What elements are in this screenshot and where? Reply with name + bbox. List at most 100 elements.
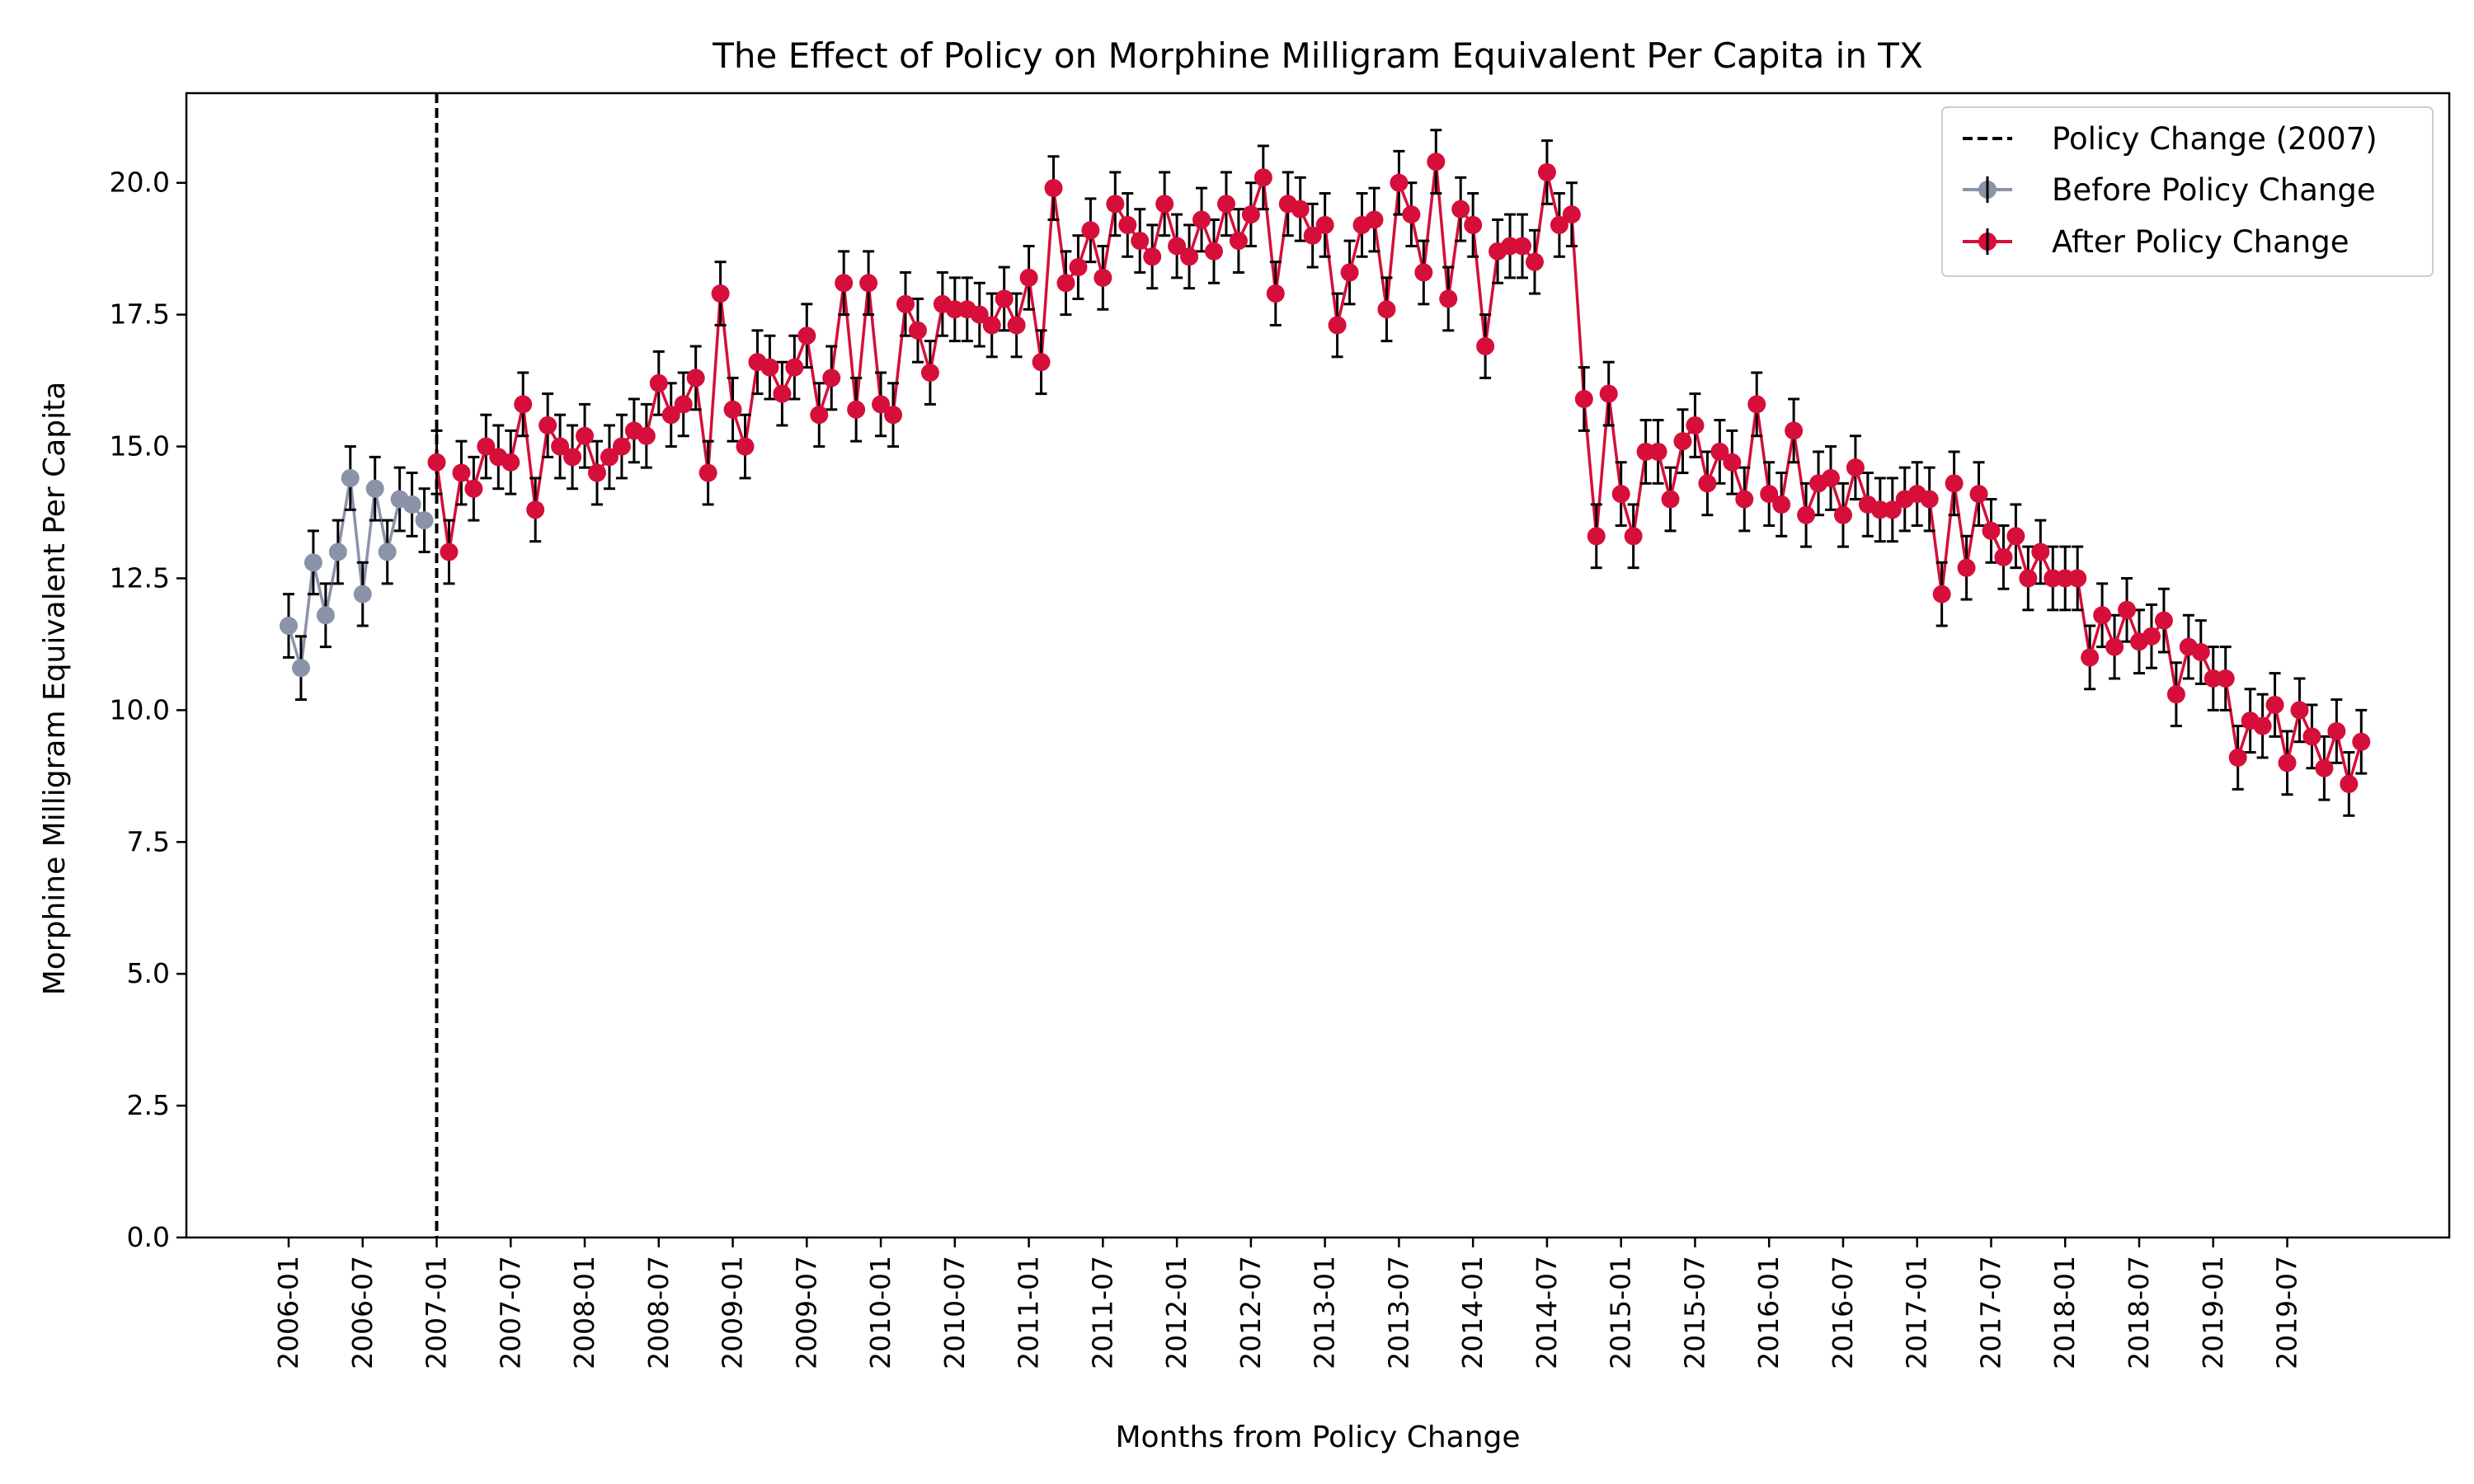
data-point [1069, 258, 1088, 277]
data-point [2228, 748, 2247, 767]
data-point [1180, 247, 1199, 266]
x-tick-label: 2018-01 [2048, 1256, 2081, 1369]
data-point [1291, 200, 1310, 218]
data-point [1883, 500, 1902, 519]
data-point [1451, 200, 1470, 218]
data-point [501, 453, 520, 472]
data-point [1303, 226, 1322, 245]
data-point [1513, 237, 1531, 256]
data-point [1822, 468, 1840, 487]
data-point [2302, 727, 2321, 746]
data-point [1131, 232, 1150, 251]
data-point [612, 437, 631, 456]
data-point [1661, 490, 1680, 509]
data-point [1414, 263, 1433, 282]
x-tick-label: 2016-01 [1752, 1256, 1785, 1369]
x-tick-label: 2019-07 [2271, 1256, 2303, 1369]
x-tick-label: 2007-01 [421, 1256, 453, 1369]
x-tick-label: 2009-01 [717, 1256, 749, 1369]
x-tick-label: 2016-07 [1827, 1256, 1859, 1369]
data-point [2352, 732, 2371, 751]
data-point [859, 274, 878, 293]
data-point [1328, 316, 1347, 335]
legend-before-label: Before Policy Change [2052, 172, 2376, 208]
data-point [835, 274, 854, 293]
data-point [1439, 289, 1458, 308]
data-point [1315, 215, 1334, 234]
data-point [365, 479, 384, 498]
y-tick-label: 2.5 [127, 1089, 170, 1121]
data-point [1377, 300, 1396, 319]
data-point [2093, 606, 2112, 625]
data-point [1562, 205, 1581, 224]
x-tick-label: 2008-01 [568, 1256, 600, 1369]
legend-after-label: After Policy Change [2052, 224, 2349, 260]
data-point [2278, 754, 2297, 773]
data-point [600, 448, 618, 467]
y-tick-label: 20.0 [110, 167, 170, 199]
data-point [1390, 173, 1409, 192]
x-tick-label: 2010-01 [864, 1256, 896, 1369]
data-point [588, 463, 606, 482]
plot-frame [185, 92, 2451, 1239]
data-point [2031, 542, 2050, 561]
x-tick-label: 2011-01 [1013, 1256, 1045, 1369]
data-point [576, 426, 595, 445]
data-point [2265, 695, 2284, 714]
data-point [1007, 316, 1026, 335]
x-tick-label: 2014-01 [1456, 1256, 1489, 1369]
x-tick-label: 2011-07 [1086, 1256, 1118, 1369]
data-point [785, 358, 804, 377]
data-point [341, 468, 360, 487]
data-point [1710, 442, 1729, 461]
legend-policy-label: Policy Change (2007) [2052, 121, 2378, 157]
data-point [1747, 395, 1766, 414]
data-point [2253, 716, 2272, 735]
y-axis: 0.0 2.5 5.0 7.5 10.0 12.5 15.0 17.5 20.0 [110, 167, 186, 1253]
data-point [896, 294, 915, 313]
x-tick-label: 2015-07 [1678, 1256, 1710, 1369]
data-point [1340, 263, 1359, 282]
data-point [328, 542, 347, 561]
data-point [847, 400, 866, 419]
data-point [884, 406, 903, 425]
legend-box [1941, 106, 2434, 277]
data-point [1253, 168, 1272, 187]
data-point [982, 316, 1001, 335]
data-point [1094, 268, 1112, 287]
data-point [1846, 458, 1865, 477]
x-tick-label: 2019-01 [2197, 1256, 2229, 1369]
data-point [1969, 485, 1988, 504]
y-tick-label: 12.5 [110, 561, 170, 594]
data-point [1550, 215, 1569, 234]
y-tick-label: 15.0 [110, 430, 170, 463]
data-point [1241, 205, 1260, 224]
legend: Policy Change (2007) Before Policy Chang… [1941, 106, 2434, 277]
y-tick-label: 7.5 [127, 825, 170, 857]
y-tick-label: 10.0 [110, 693, 170, 726]
data-point [723, 400, 742, 419]
data-point [1402, 205, 1421, 224]
data-point [1587, 527, 1606, 546]
data-point [1476, 337, 1495, 356]
x-tick-label: 2010-07 [938, 1256, 971, 1369]
data-point [1760, 485, 1779, 504]
data-point [1266, 284, 1285, 303]
data-point [1833, 505, 1852, 524]
data-point [1599, 384, 1618, 403]
data-point [773, 384, 792, 403]
data-point [1155, 195, 1174, 214]
data-point [1537, 162, 1556, 181]
data-point [563, 448, 582, 467]
data-point [2006, 527, 2025, 546]
chart-title: The Effect of Policy on Morphine Milligr… [712, 35, 1922, 76]
data-point [698, 463, 717, 482]
data-point [1106, 195, 1125, 214]
series-before-group [280, 445, 434, 702]
data-point [2216, 669, 2235, 688]
data-point [1957, 558, 1976, 577]
data-point [303, 553, 322, 572]
data-point [711, 284, 730, 303]
data-point [1192, 210, 1211, 229]
data-point [551, 437, 570, 456]
